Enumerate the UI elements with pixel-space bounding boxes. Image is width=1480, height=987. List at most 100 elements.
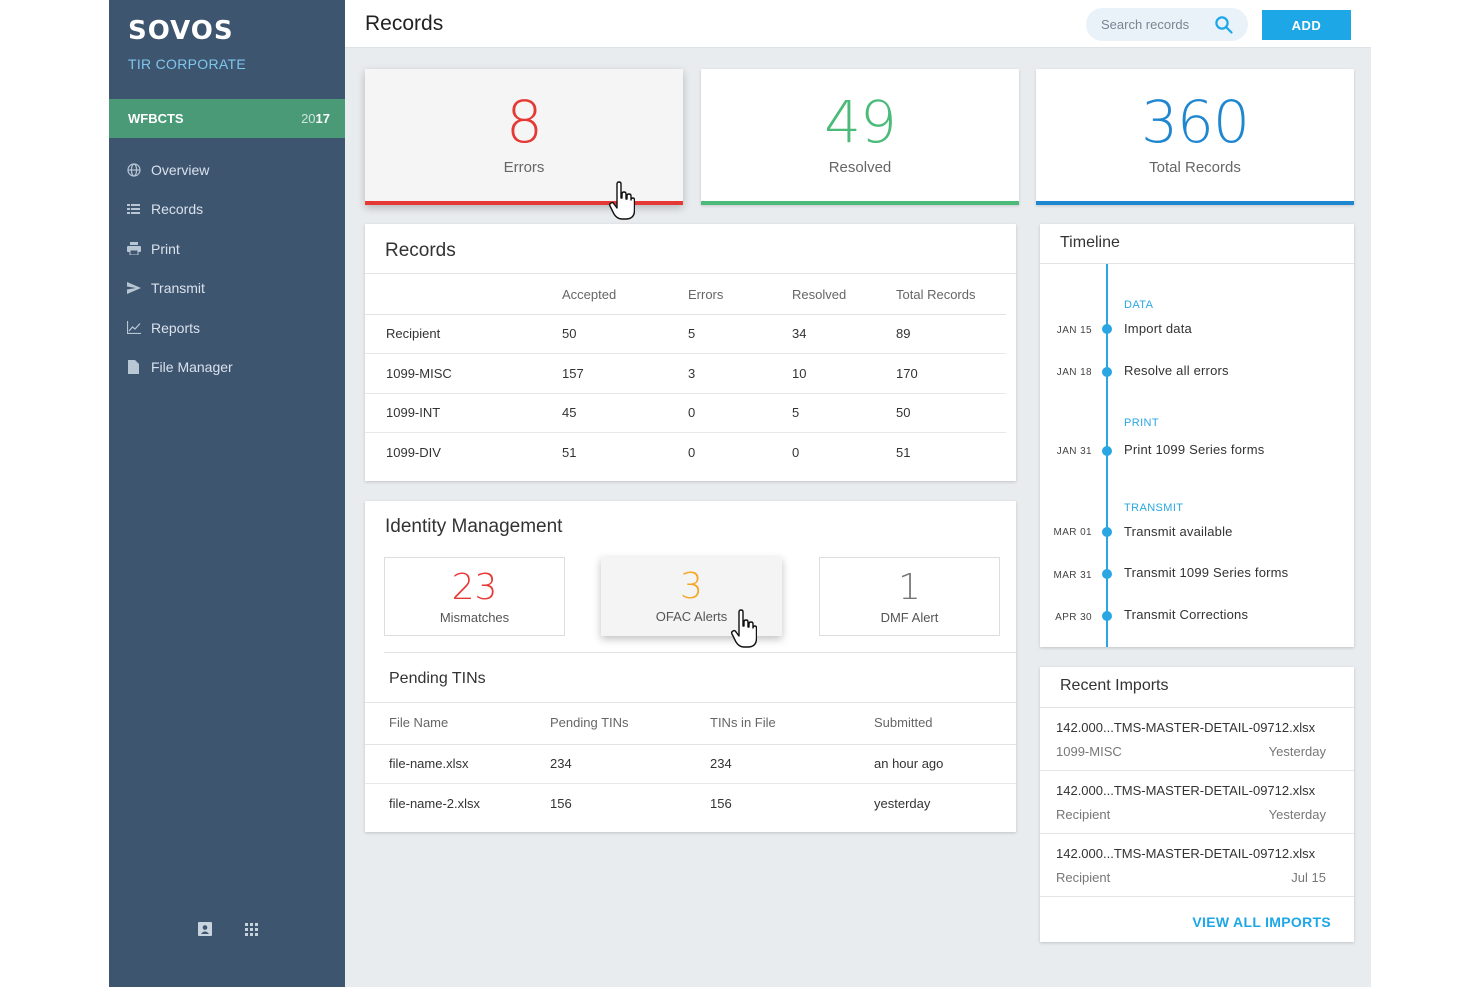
recent-imports-title: Recent Imports xyxy=(1060,677,1169,694)
import-date: Yesterday xyxy=(1268,807,1326,822)
table-cell: 1099-MISC xyxy=(365,353,562,394)
import-item[interactable]: 142.000...TMS-MASTER-DETAIL-09712.xlsx 1… xyxy=(1040,708,1354,771)
timeline-dot xyxy=(1102,446,1112,456)
table-cell: 45 xyxy=(562,393,688,433)
errors-stat-card[interactable]: 8 Errors xyxy=(365,69,683,220)
table-cell: 89 xyxy=(896,314,1006,354)
search-input[interactable] xyxy=(1101,17,1213,32)
table-cell: 50 xyxy=(896,393,1006,433)
total-records-stat-card[interactable]: 360 Total Records xyxy=(1036,69,1354,205)
column-header: Resolved xyxy=(792,274,896,315)
column-header: Accepted xyxy=(562,274,688,315)
timeline-date: MAR 01 xyxy=(1053,527,1092,538)
table-cell: 50 xyxy=(562,314,688,354)
import-item[interactable]: 142.000...TMS-MASTER-DETAIL-09712.xlsx R… xyxy=(1040,834,1354,897)
divider xyxy=(1040,263,1354,264)
tenant-name: WFBCTS xyxy=(128,111,184,126)
table-row[interactable]: 1099-DIV 51 0 0 51 xyxy=(365,433,1006,473)
table-cell: 34 xyxy=(792,314,896,354)
column-header: File Name xyxy=(365,702,550,745)
timeline-dot xyxy=(1102,569,1112,579)
mismatches-label: Mismatches xyxy=(439,610,510,625)
app-root: SOVOS TIR CORPORATE WFBCTS 2017 Overview… xyxy=(109,0,1371,987)
errors-bar xyxy=(365,201,683,205)
view-all-imports-link[interactable]: VIEW ALL IMPORTS xyxy=(1192,914,1331,930)
timeline-event: Transmit 1099 Series forms xyxy=(1124,565,1289,580)
pending-tins-table: File Name Pending TINs TINs in File Subm… xyxy=(365,702,1016,823)
import-file-name: 142.000...TMS-MASTER-DETAIL-09712.xlsx xyxy=(1056,783,1316,798)
table-header-row: Accepted Errors Resolved Total Records xyxy=(365,274,1006,315)
logo: SOVOS xyxy=(128,16,234,46)
table-cell: 156 xyxy=(550,796,572,811)
errors-count: 8 xyxy=(506,88,543,156)
sidebar-item-records[interactable]: Records xyxy=(109,190,345,230)
table-cell: file-name-2.xlsx xyxy=(389,796,481,811)
tenant-bar[interactable]: WFBCTS 2017 xyxy=(109,99,345,138)
table-row[interactable]: Recipient 50 5 34 89 xyxy=(365,314,1006,354)
total-records-bar xyxy=(1036,201,1354,205)
top-header: Records ADD xyxy=(345,0,1371,48)
tenant-year-prefix: 20 xyxy=(301,111,316,126)
records-card-title: Records xyxy=(385,240,456,261)
table-row[interactable]: 1099-INT 45 0 5 50 xyxy=(365,393,1006,433)
apps-grid-icon[interactable] xyxy=(243,921,259,937)
table-row[interactable]: file-name-2.xlsx 156 156 yesterday xyxy=(365,784,1016,824)
table-header-row: File Name Pending TINs TINs in File Subm… xyxy=(365,702,1016,745)
table-cell: 0 xyxy=(688,445,696,460)
table-cell: 10 xyxy=(792,353,896,394)
timeline-section-data: DATA xyxy=(1124,299,1154,311)
import-date: Jul 15 xyxy=(1291,870,1326,885)
search-box[interactable] xyxy=(1086,8,1248,41)
ofac-alerts-count: 3 xyxy=(680,566,703,607)
send-icon xyxy=(126,281,141,296)
sidebar-item-print[interactable]: Print xyxy=(109,229,345,269)
ofac-alerts-box[interactable]: 3 OFAC Alerts xyxy=(601,557,782,648)
sidebar-item-transmit[interactable]: Transmit xyxy=(109,269,345,309)
company-name: TIR CORPORATE xyxy=(128,56,246,72)
divider xyxy=(384,652,1016,653)
import-type: Recipient xyxy=(1056,870,1111,885)
table-cell: 156 xyxy=(710,796,732,811)
import-file-name: 142.000...TMS-MASTER-DETAIL-09712.xlsx xyxy=(1056,720,1316,735)
dmf-alert-label: DMF Alert xyxy=(880,610,939,625)
table-cell: 0 xyxy=(688,393,792,433)
import-file-name: 142.000...TMS-MASTER-DETAIL-09712.xlsx xyxy=(1056,846,1316,861)
table-row[interactable]: 1099-MISC 157 3 10 170 xyxy=(365,353,1006,394)
pending-tins-title: Pending TINs xyxy=(389,670,486,687)
file-icon xyxy=(126,360,141,375)
dmf-alert-box[interactable]: 1 DMF Alert xyxy=(819,557,1000,636)
column-header: TINs in File xyxy=(710,702,874,745)
records-card: Records Accepted Errors Resolved Total R… xyxy=(365,224,1016,481)
contact-card-icon[interactable] xyxy=(197,921,213,937)
table-cell: yesterday xyxy=(874,796,931,811)
errors-label: Errors xyxy=(503,159,545,176)
timeline-event: Transmit Corrections xyxy=(1124,607,1249,622)
sidebar-item-label: File Manager xyxy=(151,359,233,376)
import-type: Recipient xyxy=(1056,807,1111,822)
timeline-event: Transmit available xyxy=(1124,524,1233,539)
column-header: Pending TINs xyxy=(550,702,710,745)
search-icon[interactable] xyxy=(1214,15,1234,35)
column-header: Total Records xyxy=(896,274,1006,315)
timeline-section-transmit: TRANSMIT xyxy=(1124,502,1184,514)
mismatches-box[interactable]: 23 Mismatches xyxy=(384,557,565,636)
timeline-dot xyxy=(1102,367,1112,377)
tenant-year: 2017 xyxy=(301,111,330,126)
resolved-count: 49 xyxy=(824,88,897,156)
table-cell: 157 xyxy=(562,353,688,394)
add-button[interactable]: ADD xyxy=(1262,10,1351,40)
sidebar-item-reports[interactable]: Reports xyxy=(109,308,345,348)
sidebar-item-label: Print xyxy=(151,240,180,257)
sidebar-item-file-manager[interactable]: File Manager xyxy=(109,348,345,388)
resolved-stat-card[interactable]: 49 Resolved xyxy=(701,69,1019,205)
timeline-date: MAR 31 xyxy=(1053,570,1092,581)
table-cell: 51 xyxy=(562,445,577,460)
total-records-count: 360 xyxy=(1141,88,1250,156)
import-item[interactable]: 142.000...TMS-MASTER-DETAIL-09712.xlsx R… xyxy=(1040,771,1354,834)
timeline-date: JAN 18 xyxy=(1056,367,1092,378)
globe-icon xyxy=(126,162,141,177)
list-icon xyxy=(126,202,141,217)
sidebar-item-overview[interactable]: Overview xyxy=(109,150,345,190)
import-type: 1099-MISC xyxy=(1056,744,1122,759)
table-row[interactable]: file-name.xlsx 234 234 an hour ago xyxy=(365,744,1016,784)
